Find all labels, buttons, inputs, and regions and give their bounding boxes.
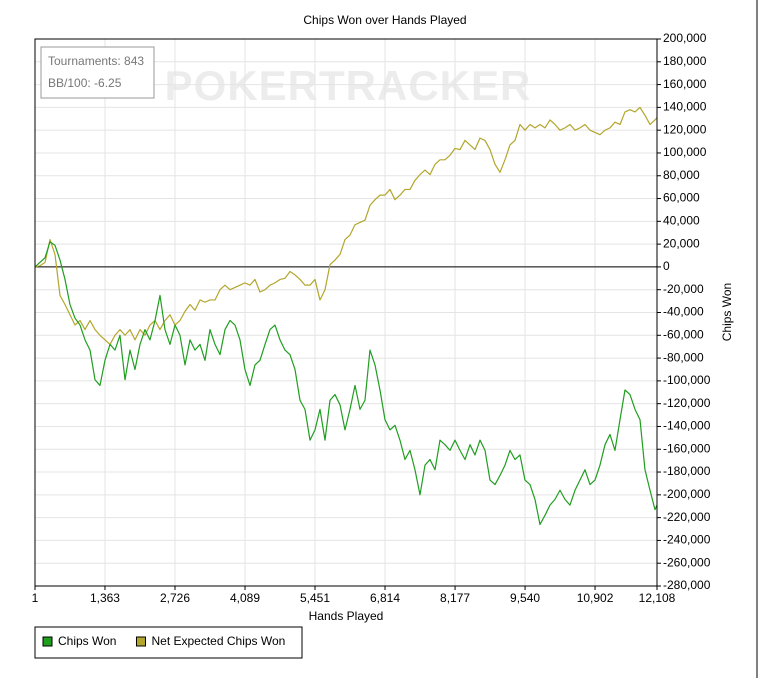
x-tick-label: 1,363 <box>90 591 120 605</box>
y-tick-label: 120,000 <box>663 122 707 136</box>
y-tick-label: 160,000 <box>663 77 707 91</box>
y-tick-label: -240,000 <box>663 533 711 547</box>
stats-text: Tournaments: 843 <box>48 54 144 68</box>
legend-label: Net Expected Chips Won <box>151 634 285 648</box>
y-tick-label: -40,000 <box>663 305 704 319</box>
y-tick-label: -180,000 <box>663 464 711 478</box>
stats-text: BB/100: -6.25 <box>48 76 122 90</box>
legend-items: Chips Won Net Expected Chips Won <box>42 634 285 648</box>
x-tick-label: 6,814 <box>370 591 400 605</box>
y-tick-label: -260,000 <box>663 555 711 569</box>
y-tick-label: -100,000 <box>663 373 711 387</box>
series-line <box>34 106 658 346</box>
y-tick-label: -280,000 <box>663 578 711 592</box>
y-tick-label: -20,000 <box>663 282 704 296</box>
x-tick-label: 9,540 <box>510 591 540 605</box>
y-tick-label: -140,000 <box>663 419 711 433</box>
x-tick-label: 4,089 <box>230 591 260 605</box>
y-tick-label: 20,000 <box>663 236 700 250</box>
x-tick-label: 8,177 <box>440 591 470 605</box>
y-tick-label: -80,000 <box>663 350 704 364</box>
x-axis-label: Hands Played <box>309 609 384 623</box>
y-tick-label: 200,000 <box>663 31 707 45</box>
legend <box>34 626 303 659</box>
y-tick-label: -60,000 <box>663 327 704 341</box>
x-tick-label: 12,108 <box>639 591 676 605</box>
stats-box <box>40 46 155 99</box>
watermark: POKERTRACKER <box>165 62 532 109</box>
y-tick-label: 100,000 <box>663 145 707 159</box>
legend-swatch <box>42 636 53 647</box>
legend-swatch <box>135 636 146 647</box>
series-line <box>34 241 658 526</box>
y-tick-label: -220,000 <box>663 510 711 524</box>
y-tick-label: 40,000 <box>663 214 700 228</box>
y-tick-label: 80,000 <box>663 168 700 182</box>
y-axis-label: Chips Won <box>720 283 734 341</box>
x-tick-label: 1 <box>32 591 39 605</box>
y-tick-label: 60,000 <box>663 191 700 205</box>
legend-label: Chips Won <box>58 634 116 648</box>
x-tick-label: 10,902 <box>577 591 614 605</box>
y-tick-label: 0 <box>663 259 670 273</box>
x-tick-label: 5,451 <box>300 591 330 605</box>
lines <box>34 106 658 526</box>
y-tick-label: -160,000 <box>663 441 711 455</box>
y-tick-label: -200,000 <box>663 487 711 501</box>
y-tick-label: 180,000 <box>663 54 707 68</box>
x-tick-label: 2,726 <box>160 591 190 605</box>
y-tick-label: 140,000 <box>663 100 707 114</box>
y-tick-label: -120,000 <box>663 396 711 410</box>
chart-title: Chips Won over Hands Played <box>303 13 466 27</box>
